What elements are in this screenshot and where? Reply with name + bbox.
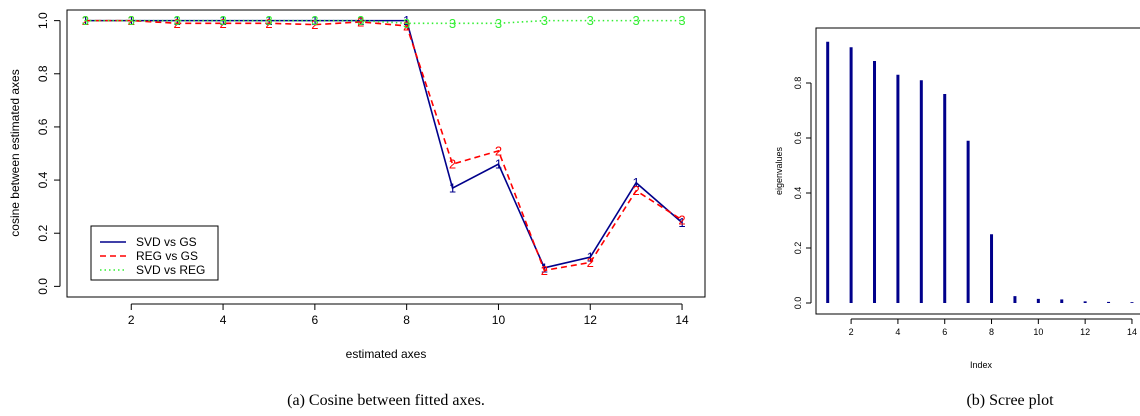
legend-label: REG vs GS bbox=[136, 249, 198, 263]
x-tick-label: 2 bbox=[128, 313, 135, 327]
scree-x-axis: 2 4 6 8 10 12 14 bbox=[849, 318, 1137, 337]
caption-b: (b) Scree plot bbox=[966, 392, 1054, 409]
series-point-marker: 3 bbox=[449, 16, 456, 31]
x-tick-label: 8 bbox=[989, 327, 994, 337]
y-tick-label: 1.0 bbox=[36, 12, 50, 29]
series-point-marker: 1 bbox=[219, 13, 226, 28]
x-tick-label: 12 bbox=[584, 313, 598, 327]
x-tick-label: 10 bbox=[1033, 327, 1043, 337]
y-tick-label: 0.4 bbox=[36, 171, 50, 188]
caption-a: (a) Cosine between fitted axes. bbox=[287, 392, 485, 409]
series-line-2 bbox=[85, 19, 683, 272]
legend-label: SVD vs REG bbox=[136, 263, 205, 277]
series-point-marker: 1 bbox=[311, 13, 318, 28]
series-point-marker: 3 bbox=[403, 16, 410, 31]
x-tick-label: 12 bbox=[1080, 327, 1090, 337]
y-tick-label: 0.6 bbox=[793, 132, 803, 145]
series-point-marker: 3 bbox=[541, 13, 548, 28]
scree-y-axis: 0.0 0.2 0.4 0.6 0.8 bbox=[793, 77, 812, 310]
scree-x-axis-label: Index bbox=[970, 360, 993, 370]
series-point-marker: 1 bbox=[403, 13, 410, 28]
legend-box bbox=[90, 225, 219, 281]
series-point-marker: 3 bbox=[82, 13, 89, 28]
series-point-marker: 3 bbox=[219, 13, 226, 28]
series-point-marker: 2 bbox=[219, 16, 226, 31]
scree-plot-frame bbox=[815, 27, 1140, 315]
series-point-marker: 2 bbox=[449, 157, 456, 172]
cosine-x-axis: 2 4 6 8 10 12 14 bbox=[128, 303, 689, 327]
x-tick-label: 14 bbox=[1127, 327, 1137, 337]
cosine-x-axis-label: estimated axes bbox=[346, 347, 427, 361]
series-point-marker: 1 bbox=[541, 260, 548, 275]
series-point-marker: 1 bbox=[449, 181, 456, 196]
series-line-3 bbox=[85, 19, 683, 25]
y-tick-label: 0.4 bbox=[793, 187, 803, 200]
series-point-marker: 1 bbox=[174, 13, 181, 28]
y-tick-label: 0.8 bbox=[793, 77, 803, 90]
series-point-marker: 2 bbox=[495, 143, 502, 158]
cosine-y-axis-label: cosine between estimated axes bbox=[8, 69, 22, 236]
series-point-marker: 1 bbox=[587, 250, 594, 265]
series-point-marker: 2 bbox=[633, 183, 640, 198]
series-point-marker: 1 bbox=[495, 157, 502, 172]
x-tick-label: 4 bbox=[895, 327, 900, 337]
y-tick-label: 0.0 bbox=[793, 297, 803, 310]
x-tick-label: 2 bbox=[849, 327, 854, 337]
series-point-marker: 2 bbox=[587, 255, 594, 270]
y-tick-label: 0.0 bbox=[36, 278, 50, 295]
legend-label: SVD vs GS bbox=[136, 235, 197, 249]
series-point-marker: 3 bbox=[128, 13, 135, 28]
series-point-marker: 2 bbox=[174, 16, 181, 31]
cosine-chart: 0.00.20.40.60.81.0 2 4 6 8 10 12 14 1 1 1 1 1 1 1 111… bbox=[8, 9, 706, 361]
scree-y-axis-label: eigenvalues bbox=[774, 146, 784, 195]
series-point-marker: 2 bbox=[311, 17, 318, 32]
y-tick-label: 0.6 bbox=[36, 118, 50, 135]
series-point-marker: 3 bbox=[678, 13, 685, 28]
y-tick-label: 0.2 bbox=[36, 225, 50, 242]
x-tick-label: 4 bbox=[220, 313, 227, 327]
series-point-marker: 2 bbox=[265, 16, 272, 31]
series-point-marker: 2 bbox=[357, 14, 364, 29]
series-point-marker: 2 bbox=[403, 18, 410, 33]
series-point-marker: 1 bbox=[678, 215, 685, 230]
scree-bars bbox=[826, 41, 1134, 303]
series-point-marker: 1 bbox=[265, 13, 272, 28]
x-tick-label: 14 bbox=[675, 313, 689, 327]
series-point-marker: 3 bbox=[357, 13, 364, 28]
series-point-marker: 3 bbox=[587, 13, 594, 28]
x-tick-label: 6 bbox=[942, 327, 947, 337]
cosine-plot-frame bbox=[66, 9, 706, 298]
series-point-marker: 3 bbox=[174, 13, 181, 28]
series-point-marker: 1 bbox=[633, 175, 640, 190]
series-point-marker: 3 bbox=[495, 16, 502, 31]
series-point-marker: 3 bbox=[311, 13, 318, 28]
series-line-1 bbox=[85, 19, 683, 269]
series-point-marker: 2 bbox=[541, 263, 548, 278]
x-tick-label: 8 bbox=[403, 313, 410, 327]
y-tick-label: 0.2 bbox=[793, 242, 803, 255]
series-point-marker: 3 bbox=[633, 13, 640, 28]
scree-chart: 0.0 0.2 0.4 0.6 0.8 2 4 6 8 10 12 14 Index eigenva… bbox=[774, 27, 1140, 370]
cosine-y-axis: 0.0 0.2 0.4 0.6 0.8 1.0 bbox=[36, 12, 61, 295]
x-tick-label: 10 bbox=[492, 313, 506, 327]
series-point-marker: 2 bbox=[678, 212, 685, 227]
y-tick-label: 0.8 bbox=[36, 65, 50, 82]
series-point-marker: 3 bbox=[265, 13, 272, 28]
x-tick-label: 6 bbox=[312, 313, 319, 327]
